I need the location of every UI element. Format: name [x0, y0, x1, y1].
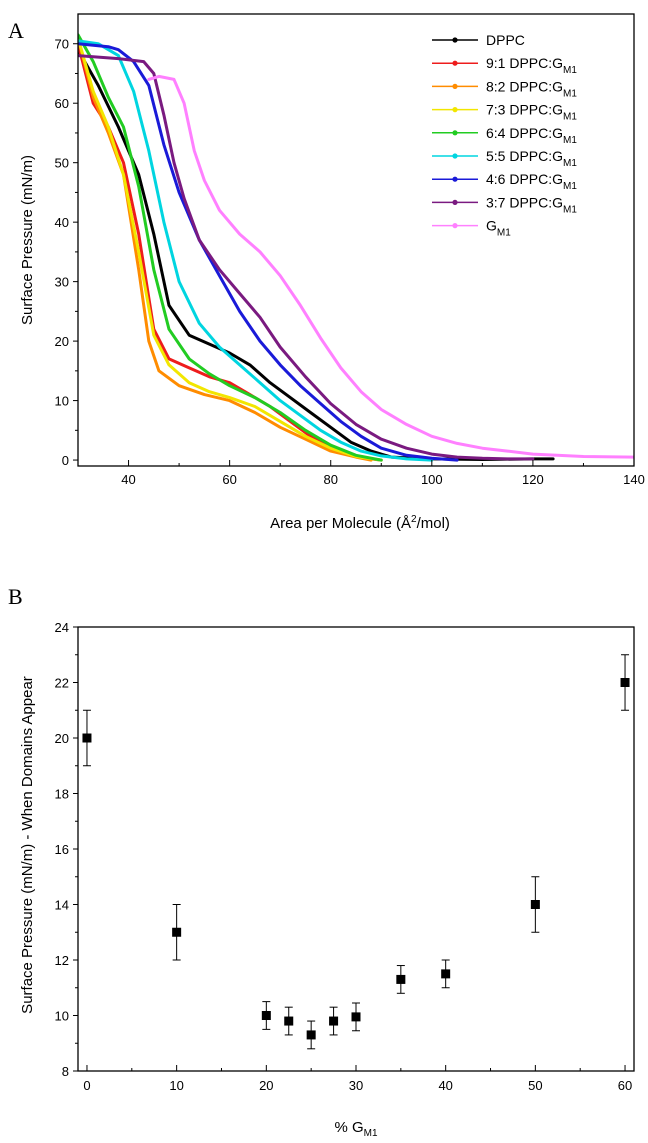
panel-b-scatter-chart: B 0 10 20 30 40 50 60 8 10 12 14 16 18 20 22 24 % GM1 S…	[8, 584, 635, 1139]
series-line-6	[78, 42, 459, 462]
data-point-4	[306, 1030, 316, 1040]
legend-swatch-marker-3	[452, 107, 458, 113]
y-tick-label-0: 8	[62, 1064, 69, 1079]
x-tick-label-1: 60	[222, 472, 236, 487]
legend-swatch-marker-4	[452, 130, 458, 136]
x-tick-label-5: 140	[623, 472, 645, 487]
panel-a-line-chart: A 40 60 80 100 120 140 0 10 20 30 40 50 60 70 DPPC 9:1…	[8, 13, 645, 532]
legend-swatch-marker-2	[452, 83, 458, 89]
x-tick-label-4: 40	[438, 1078, 452, 1093]
legend-label-7: 3:7 DPPC:GM1	[486, 194, 577, 215]
legend-swatch-marker-5	[452, 153, 458, 159]
y-tick-label-5: 50	[55, 156, 69, 171]
data-point-6	[351, 1012, 361, 1022]
legend-label-5: 5:5 DPPC:GM1	[486, 148, 577, 169]
x-tick-label-3: 100	[421, 472, 443, 487]
legend-label-3: 7:3 DPPC:GM1	[486, 102, 577, 123]
y-tick-label-5: 18	[55, 787, 69, 802]
x-tick-label-2: 20	[259, 1078, 273, 1093]
legend-label-0: DPPC	[486, 32, 525, 48]
legend-label-6: 4:6 DPPC:GM1	[486, 171, 577, 192]
panel-a-letter: A	[8, 18, 24, 43]
data-point-0	[82, 733, 92, 743]
series-line-7	[78, 54, 535, 461]
x-tick-label-2: 80	[323, 472, 337, 487]
x-tick-label-3: 30	[349, 1078, 363, 1093]
legend-label-8: GM1	[486, 218, 511, 239]
legend-label-2: 8:2 DPPC:GM1	[486, 78, 577, 99]
data-point-10	[620, 678, 630, 687]
legend-swatch-marker-0	[452, 37, 458, 43]
panel-a-axes: 40 60 80 100 120 140 0 10 20 30 40 50 60 70	[55, 13, 645, 487]
data-point-2	[261, 1011, 271, 1020]
y-tick-label-4: 16	[55, 842, 69, 857]
y-tick-label-1: 10	[55, 1009, 69, 1024]
y-tick-label-7: 22	[55, 676, 69, 691]
panel-b-letter: B	[8, 584, 23, 609]
x-tick-label-0: 0	[83, 1078, 90, 1093]
y-tick-label-3: 14	[55, 898, 69, 913]
y-tick-label-6: 60	[55, 96, 69, 111]
series-line-3	[78, 36, 383, 462]
data-point-1	[172, 927, 182, 937]
data-point-8	[441, 969, 451, 979]
x-tick-label-4: 120	[522, 472, 544, 487]
series-line-4	[78, 33, 383, 462]
panel-b-points-group	[82, 654, 630, 1050]
data-point-3	[284, 1016, 294, 1026]
panel-a-series-group	[78, 33, 634, 462]
y-tick-label-8: 24	[55, 620, 69, 635]
panel-a-x-axis-title: Area per Molecule (Å2/mol)	[270, 514, 450, 532]
data-point-7	[396, 974, 406, 984]
panel-b-y-axis-title: Surface Pressure (mN/m) - When Domains A…	[19, 676, 36, 1014]
y-tick-label-1: 10	[55, 394, 69, 409]
legend-swatch-marker-6	[452, 176, 458, 182]
series-line-8	[147, 74, 634, 459]
legend-swatch-marker-7	[452, 199, 458, 205]
x-tick-label-5: 50	[528, 1078, 542, 1093]
y-tick-label-4: 40	[55, 215, 69, 230]
legend-label-1: 9:1 DPPC:GM1	[486, 55, 577, 76]
legend-label-4: 6:4 DPPC:GM1	[486, 125, 577, 146]
x-tick-label-1: 10	[169, 1078, 183, 1093]
panel-a-y-axis-title: Surface Pressure (mN/m)	[19, 155, 36, 325]
data-point-9	[530, 900, 540, 909]
series-line-5	[78, 39, 434, 462]
panel-b-axes: 0 10 20 30 40 50 60 8 10 12 14 16 18 20 22 24	[55, 620, 635, 1093]
y-tick-label-2: 20	[55, 334, 69, 349]
y-tick-label-3: 30	[55, 275, 69, 290]
panel-a-plot-frame	[77, 13, 635, 467]
x-tick-label-6: 60	[618, 1078, 632, 1093]
y-tick-label-7: 70	[55, 37, 69, 52]
y-tick-label-6: 20	[55, 731, 69, 746]
y-tick-label-2: 12	[55, 953, 69, 968]
x-tick-label-0: 40	[121, 472, 135, 487]
legend-swatch-marker-8	[452, 223, 458, 229]
panel-b-x-axis-title: % GM1	[334, 1119, 378, 1139]
y-tick-label-0: 0	[62, 453, 69, 468]
legend-swatch-marker-1	[452, 60, 458, 66]
data-point-5	[329, 1016, 339, 1026]
